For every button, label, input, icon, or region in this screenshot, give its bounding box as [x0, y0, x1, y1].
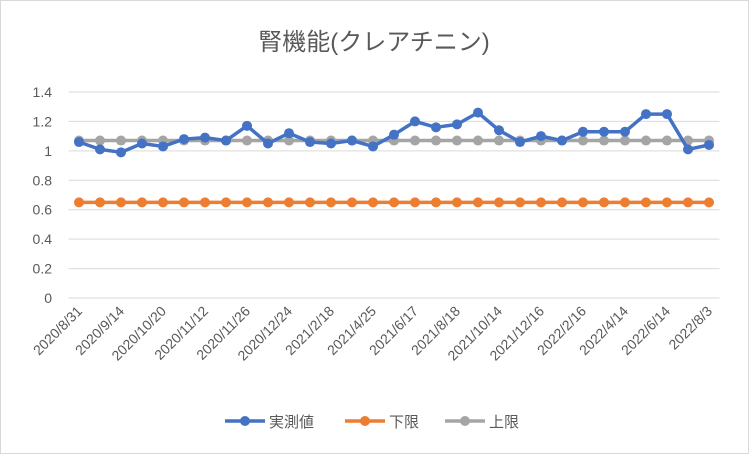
data-point — [452, 197, 462, 208]
data-point — [599, 135, 609, 146]
data-point — [620, 135, 630, 146]
legend-label: 上限 — [489, 414, 519, 431]
data-point — [578, 126, 588, 137]
y-tick-label: 1 — [44, 143, 52, 159]
data-point — [305, 137, 315, 148]
data-point — [473, 107, 483, 118]
data-point — [704, 139, 714, 150]
data-point — [599, 197, 609, 208]
data-point — [242, 197, 252, 208]
data-point — [557, 135, 567, 146]
data-point — [242, 135, 252, 146]
data-point — [179, 197, 189, 208]
series-1 — [74, 197, 714, 208]
data-point — [599, 126, 609, 137]
data-point — [431, 135, 441, 146]
legend-label: 下限 — [389, 414, 419, 431]
data-point — [578, 135, 588, 146]
data-point — [431, 197, 441, 208]
data-point — [305, 197, 315, 208]
data-point — [137, 197, 147, 208]
data-point — [515, 197, 525, 208]
data-point — [137, 138, 147, 149]
data-point — [494, 135, 504, 146]
data-point — [704, 197, 714, 208]
data-point — [536, 131, 546, 142]
data-point — [641, 197, 651, 208]
data-point — [368, 141, 378, 152]
data-point — [662, 109, 672, 120]
data-point — [95, 144, 105, 155]
data-point — [557, 197, 567, 208]
data-point — [116, 197, 126, 208]
data-point — [284, 128, 294, 139]
data-point — [410, 197, 420, 208]
data-point — [410, 135, 420, 146]
data-point — [116, 135, 126, 146]
data-point — [200, 132, 210, 143]
data-point — [536, 197, 546, 208]
data-point — [452, 119, 462, 130]
legend-marker — [240, 416, 250, 426]
y-tick-label: 0 — [44, 290, 52, 306]
legend-marker — [460, 416, 470, 426]
data-point — [389, 197, 399, 208]
data-point — [221, 135, 231, 146]
y-tick-label: 1.4 — [33, 84, 53, 100]
data-point — [410, 116, 420, 127]
y-tick-label: 0.6 — [33, 202, 53, 218]
data-point — [221, 197, 231, 208]
data-point — [284, 135, 294, 146]
data-point — [158, 197, 168, 208]
data-point — [431, 122, 441, 133]
data-point — [641, 109, 651, 120]
data-point — [452, 135, 462, 146]
data-point — [95, 135, 105, 146]
data-point — [347, 135, 357, 146]
data-point — [347, 197, 357, 208]
data-point — [263, 138, 273, 149]
data-point — [494, 125, 504, 136]
data-point — [179, 134, 189, 145]
y-tick-label: 0.8 — [33, 172, 53, 188]
y-tick-label: 1.2 — [33, 113, 53, 129]
data-point — [494, 197, 504, 208]
chart-title: 腎機能(クレアチニン) — [258, 29, 490, 56]
data-point — [326, 197, 336, 208]
data-point — [263, 197, 273, 208]
data-point — [662, 197, 672, 208]
data-point — [515, 137, 525, 148]
data-point — [662, 135, 672, 146]
data-point — [620, 126, 630, 137]
data-point — [683, 144, 693, 155]
series-0 — [74, 107, 714, 158]
data-point — [284, 197, 294, 208]
data-point — [641, 135, 651, 146]
data-point — [242, 120, 252, 131]
data-point — [578, 197, 588, 208]
data-point — [620, 197, 630, 208]
legend-label: 実測値 — [269, 414, 314, 431]
data-point — [95, 197, 105, 208]
data-point — [74, 197, 84, 208]
x-tick-label: 2022/8/3 — [665, 303, 715, 353]
data-point — [74, 137, 84, 148]
data-point — [326, 138, 336, 149]
y-tick-label: 0.4 — [33, 231, 53, 247]
data-point — [389, 129, 399, 140]
data-point — [473, 135, 483, 146]
data-point — [116, 147, 126, 158]
data-point — [200, 197, 210, 208]
y-tick-label: 0.2 — [33, 261, 53, 277]
data-point — [368, 197, 378, 208]
data-point — [683, 197, 693, 208]
legend-marker — [360, 416, 370, 426]
data-point — [158, 141, 168, 152]
data-point — [473, 197, 483, 208]
